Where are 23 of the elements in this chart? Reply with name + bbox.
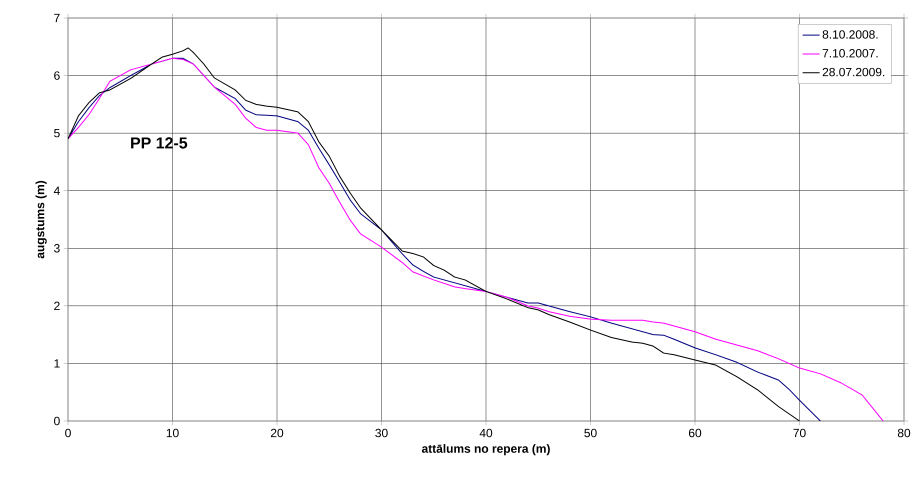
y-tick-label: 5	[54, 128, 60, 138]
x-axis-title: attālums no repera (m)	[422, 444, 550, 456]
legend-label: 7.10.2007.	[822, 49, 878, 58]
y-tick-label: 1	[54, 359, 60, 368]
x-tick-label: 50	[584, 428, 597, 438]
annotation: PP 12-5	[131, 137, 188, 149]
y-tick-label: 7	[54, 14, 60, 22]
x-tick-label: 20	[270, 428, 284, 438]
y-tick-label: 2	[54, 302, 60, 310]
x-tick-label: 40	[480, 428, 492, 438]
x-tick-label: 80	[898, 428, 910, 438]
legend-label: 28.07.2009.	[822, 68, 884, 76]
x-tick-label: 30	[375, 428, 388, 438]
legend-label: 8.10.2008.	[822, 30, 878, 39]
x-tick-label: 0	[65, 428, 71, 438]
y-axis-title: augstums (m)	[36, 180, 47, 258]
y-tick-label: 4	[54, 186, 60, 195]
x-tick-label: 60	[688, 428, 702, 438]
x-tick-label: 10	[166, 428, 179, 438]
y-tick-label: 0	[54, 416, 60, 426]
x-tick-label: 70	[793, 428, 806, 438]
y-tick-label: 6	[54, 71, 60, 80]
y-tick-label: 3	[54, 244, 60, 253]
